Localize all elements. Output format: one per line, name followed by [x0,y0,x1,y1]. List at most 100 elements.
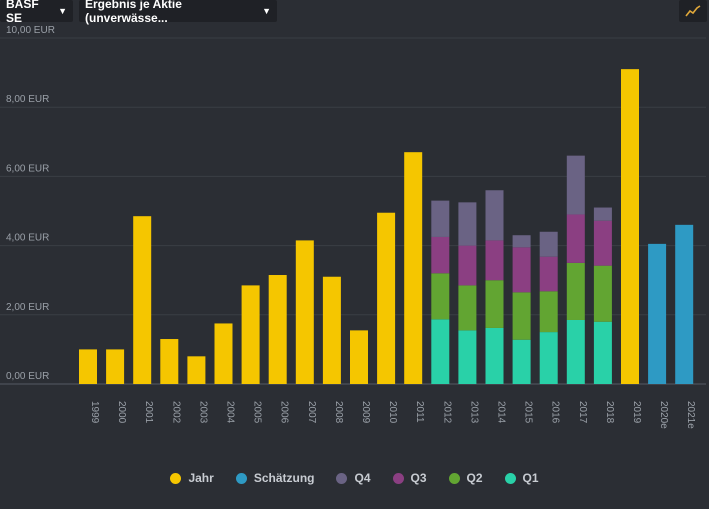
bar-q3-2014[interactable] [485,240,504,281]
bar-jahr-2004[interactable] [214,323,233,384]
legend-label-jahr: Jahr [188,471,214,485]
x-tick-label: 2014 [496,401,507,424]
y-axis: 0,00 EUR 2,00 EUR 4,00 EUR 6,00 EUR 8,00 EUR… [6,26,55,382]
bar-q4-2017[interactable] [566,155,585,215]
x-tick-label: 2015 [523,401,534,424]
bar-q1-2012[interactable] [431,319,450,384]
bar-jahr-2008[interactable] [322,276,341,384]
bar-q1-2015[interactable] [512,339,531,384]
bar-q3-2013[interactable] [458,245,477,286]
x-tick-label: 2000 [116,401,127,424]
x-tick-label: 2005 [252,401,263,424]
bar-q2-2016[interactable] [539,291,558,333]
bar-jahr-2019[interactable] [621,69,639,384]
bar-q2-2013[interactable] [458,285,477,331]
legend-item-schaetzung[interactable]: Schätzung [235,471,315,485]
chevron-down-icon: ▼ [58,6,67,16]
legend-item-q3[interactable]: Q3 [392,471,427,485]
legend-swatch-schaetzung [235,472,247,484]
x-tick-label: 2013 [468,401,479,424]
x-tick-label: 2008 [333,401,344,424]
x-tick-label: 1999 [89,401,100,424]
x-tick-label: 2002 [170,401,181,424]
x-tick-label: 2021e [685,401,696,429]
bar-jahr-2005[interactable] [241,285,260,384]
chart-legend: Jahr Schätzung Q4 Q3 Q2 Q1 [0,468,709,488]
bar-jahr-2011[interactable] [404,152,423,384]
chart-grid [0,37,706,385]
chevron-down-icon: ▼ [262,6,271,16]
x-tick-label: 2020e [658,401,669,429]
y-tick-label: 6,00 EUR [6,163,49,174]
legend-label-q2: Q2 [466,471,483,485]
bar-jahr-2000[interactable] [106,349,125,384]
company-dropdown-label: BASF SE [6,0,39,25]
metric-dropdown[interactable]: Ergebnis je Aktie (unverwässe... ▼ [79,0,277,25]
bar-q3-2012[interactable] [431,236,450,274]
legend-item-jahr[interactable]: Jahr [170,471,214,485]
legend-label-schaetzung: Schätzung [253,471,315,485]
eps-bar-chart: 0,00 EUR 2,00 EUR 4,00 EUR 6,00 EUR 8,00 EUR… [0,26,706,429]
bar-q1-2016[interactable] [539,332,558,384]
bar-q1-2014[interactable] [485,327,504,384]
x-tick-label: 2007 [306,401,317,424]
bar-schaetzung-2021e[interactable] [675,224,694,384]
bar-q4-2015[interactable] [512,235,531,248]
bar-jahr-2009[interactable] [350,330,368,384]
bar-jahr-2001[interactable] [133,216,152,384]
x-tick-label: 2006 [279,401,290,424]
legend-swatch-q3 [392,472,404,484]
bar-q2-2012[interactable] [431,273,450,320]
bar-q4-2018[interactable] [593,207,612,221]
x-tick-label: 2003 [197,401,208,424]
bar-jahr-1999[interactable] [79,349,97,384]
legend-label-q4: Q4 [354,471,371,485]
bar-jahr-2002[interactable] [160,339,179,384]
bar-schaetzung-2020e[interactable] [648,243,667,384]
bar-jahr-2006[interactable] [268,275,287,384]
bar-jahr-2003[interactable] [187,356,206,384]
y-tick-label: 2,00 EUR [6,302,49,313]
x-tick-label: 2004 [225,401,236,424]
y-tick-label: 4,00 EUR [6,233,49,244]
legend-swatch-q2 [448,472,460,484]
x-tick-label: 2001 [143,401,154,424]
bar-q4-2013[interactable] [458,202,477,246]
toolbar: BASF SE ▼ Ergebnis je Aktie (unverwässe.… [0,0,709,26]
line-chart-icon[interactable] [679,0,707,22]
y-tick-label: 0,00 EUR [6,371,49,382]
y-tick-label: 10,00 EUR [6,26,55,36]
bar-q4-2014[interactable] [485,190,504,241]
x-tick-label: 2012 [441,401,452,424]
bar-q1-2017[interactable] [566,319,585,384]
x-axis: 1999 2000 2001 2002 2003 2004 2005 2006 2007 2008… [89,401,696,429]
x-tick-label: 2019 [631,401,642,424]
company-dropdown[interactable]: BASF SE ▼ [0,0,73,25]
bar-q4-2012[interactable] [431,200,450,237]
legend-item-q2[interactable]: Q2 [448,471,483,485]
legend-item-q1[interactable]: Q1 [504,471,539,485]
legend-swatch-q1 [504,472,516,484]
legend-label-q3: Q3 [410,471,427,485]
x-tick-label: 2017 [577,401,588,424]
metric-dropdown-label: Ergebnis je Aktie (unverwässe... [85,0,182,25]
bar-jahr-2010[interactable] [377,212,396,384]
legend-swatch-q4 [336,472,348,484]
bar-q2-2014[interactable] [485,280,504,328]
bar-q3-2017[interactable] [566,214,585,263]
bars [79,69,694,384]
bar-q2-2015[interactable] [512,292,531,340]
legend-item-q4[interactable]: Q4 [336,471,371,485]
legend-swatch-jahr [170,472,182,484]
bar-q1-2013[interactable] [458,330,477,384]
bar-q1-2018[interactable] [593,321,612,384]
bar-q4-2016[interactable] [539,231,558,257]
bar-q3-2016[interactable] [539,256,558,292]
legend-label-q1: Q1 [522,471,539,485]
bar-q2-2017[interactable] [566,262,585,320]
bar-jahr-2007[interactable] [295,240,314,384]
bar-q3-2015[interactable] [512,247,531,293]
y-tick-label: 8,00 EUR [6,94,49,105]
bar-q2-2018[interactable] [593,265,612,322]
bar-q3-2018[interactable] [593,220,612,266]
